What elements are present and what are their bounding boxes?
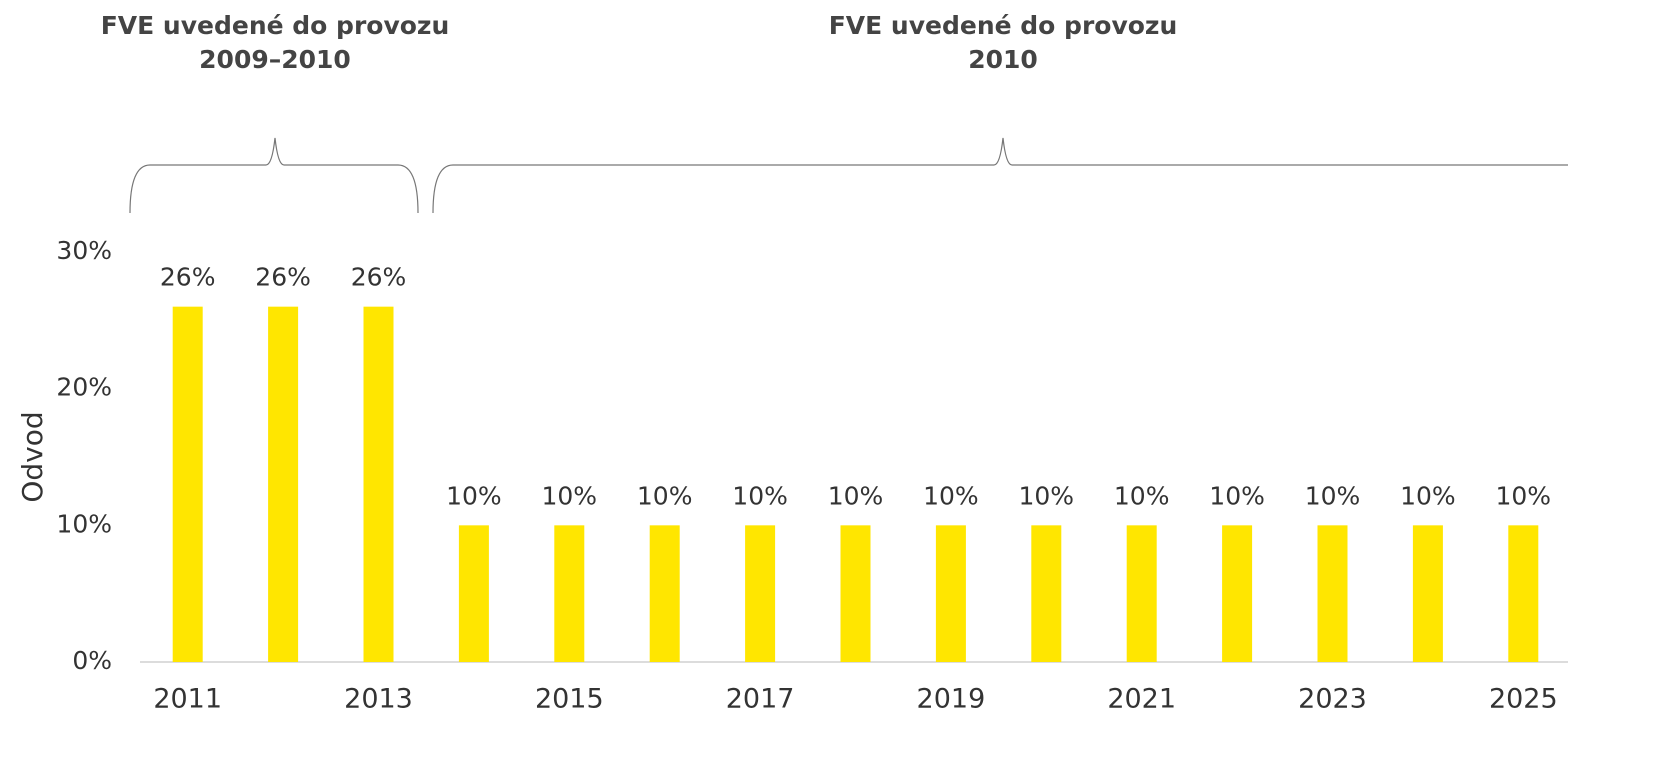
bracket <box>432 137 1568 214</box>
x-tick-label: 2013 <box>344 684 413 715</box>
data-label: 10% <box>1400 481 1456 510</box>
bar <box>935 525 966 662</box>
data-label: 10% <box>732 481 788 510</box>
x-tick-label: 2019 <box>917 684 986 715</box>
x-tick-label: 2025 <box>1489 684 1558 715</box>
y-axis-label: Odvod <box>16 411 49 502</box>
data-label: 10% <box>1019 481 1075 510</box>
data-label: 10% <box>542 481 598 510</box>
bar <box>458 525 489 662</box>
annotation: 2010 <box>968 45 1038 74</box>
bar <box>1222 525 1253 662</box>
bracket <box>129 137 419 214</box>
x-tick-label: 2015 <box>535 684 604 715</box>
bar <box>1412 525 1443 662</box>
y-tick-label: 30% <box>56 236 112 265</box>
bar <box>1031 525 1062 662</box>
bar <box>649 525 680 662</box>
bar <box>745 525 776 662</box>
bar <box>1508 525 1539 662</box>
data-label: 10% <box>446 481 502 510</box>
bar <box>1126 525 1157 662</box>
bar <box>363 306 394 662</box>
data-label: 10% <box>1209 481 1265 510</box>
data-label: 26% <box>160 263 216 292</box>
bar <box>554 525 585 662</box>
annotation: FVE uvedené do provozu <box>101 11 450 40</box>
annotation: 2009–2010 <box>199 45 351 74</box>
bar <box>268 306 299 662</box>
bar <box>840 525 871 662</box>
x-tick-label: 2011 <box>153 684 222 715</box>
annotation: FVE uvedené do provozu <box>829 11 1178 40</box>
y-tick-label: 0% <box>72 646 112 675</box>
data-label: 10% <box>828 481 884 510</box>
x-tick-label: 2023 <box>1298 684 1367 715</box>
data-label: 10% <box>1305 481 1361 510</box>
bar <box>1317 525 1348 662</box>
x-tick-label: 2017 <box>726 684 795 715</box>
y-tick-label: 10% <box>56 509 112 538</box>
x-tick-label: 2021 <box>1107 684 1176 715</box>
data-label: 26% <box>351 263 407 292</box>
data-label: 10% <box>1114 481 1170 510</box>
data-label: 10% <box>1496 481 1552 510</box>
y-tick-label: 20% <box>56 373 112 402</box>
data-label: 26% <box>255 263 311 292</box>
data-label: 10% <box>923 481 979 510</box>
data-label: 10% <box>637 481 693 510</box>
bar <box>172 306 203 662</box>
